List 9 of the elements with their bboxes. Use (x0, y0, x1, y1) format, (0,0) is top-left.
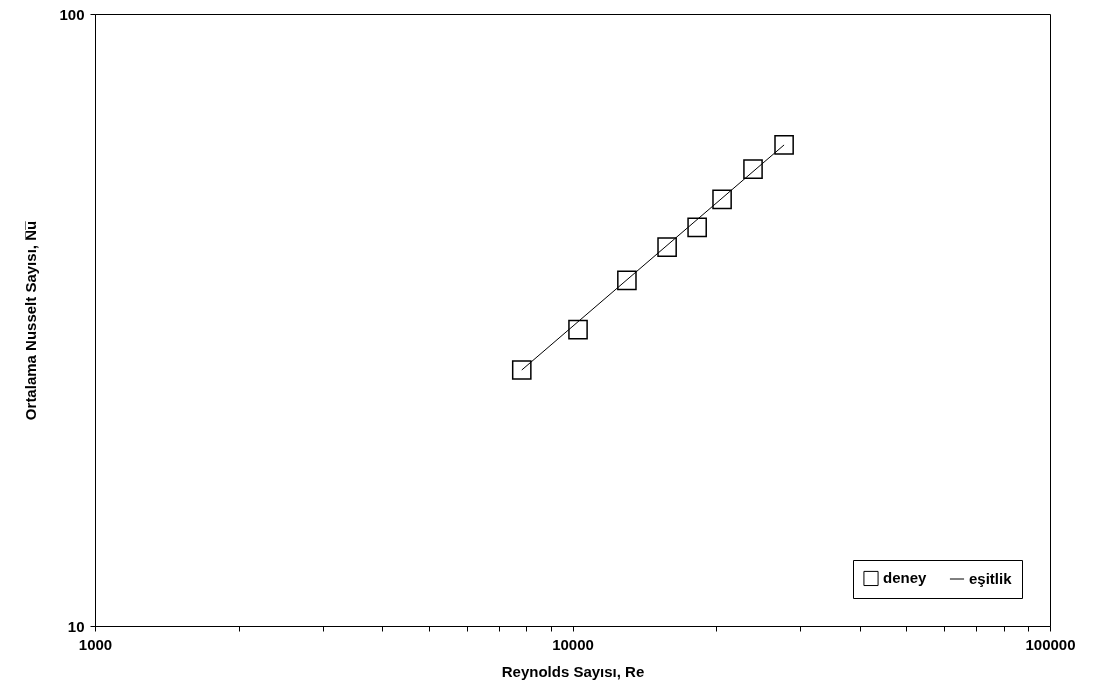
x-axis-title: Reynolds Sayısı, Re (501, 662, 645, 680)
x-tick-label: 100000 (1025, 635, 1076, 653)
x-tick-label: 1000 (78, 635, 113, 653)
y-tick-label: 10 (67, 617, 85, 635)
x-tick-label: 10000 (552, 635, 594, 653)
y-tick-label: 100 (59, 5, 85, 23)
y-axis-title: Ortalama Nusselt Sayısı, N̅u̅ (22, 220, 40, 421)
legend-label: eşitlik (969, 570, 1013, 587)
legend-label: deney (883, 569, 928, 587)
